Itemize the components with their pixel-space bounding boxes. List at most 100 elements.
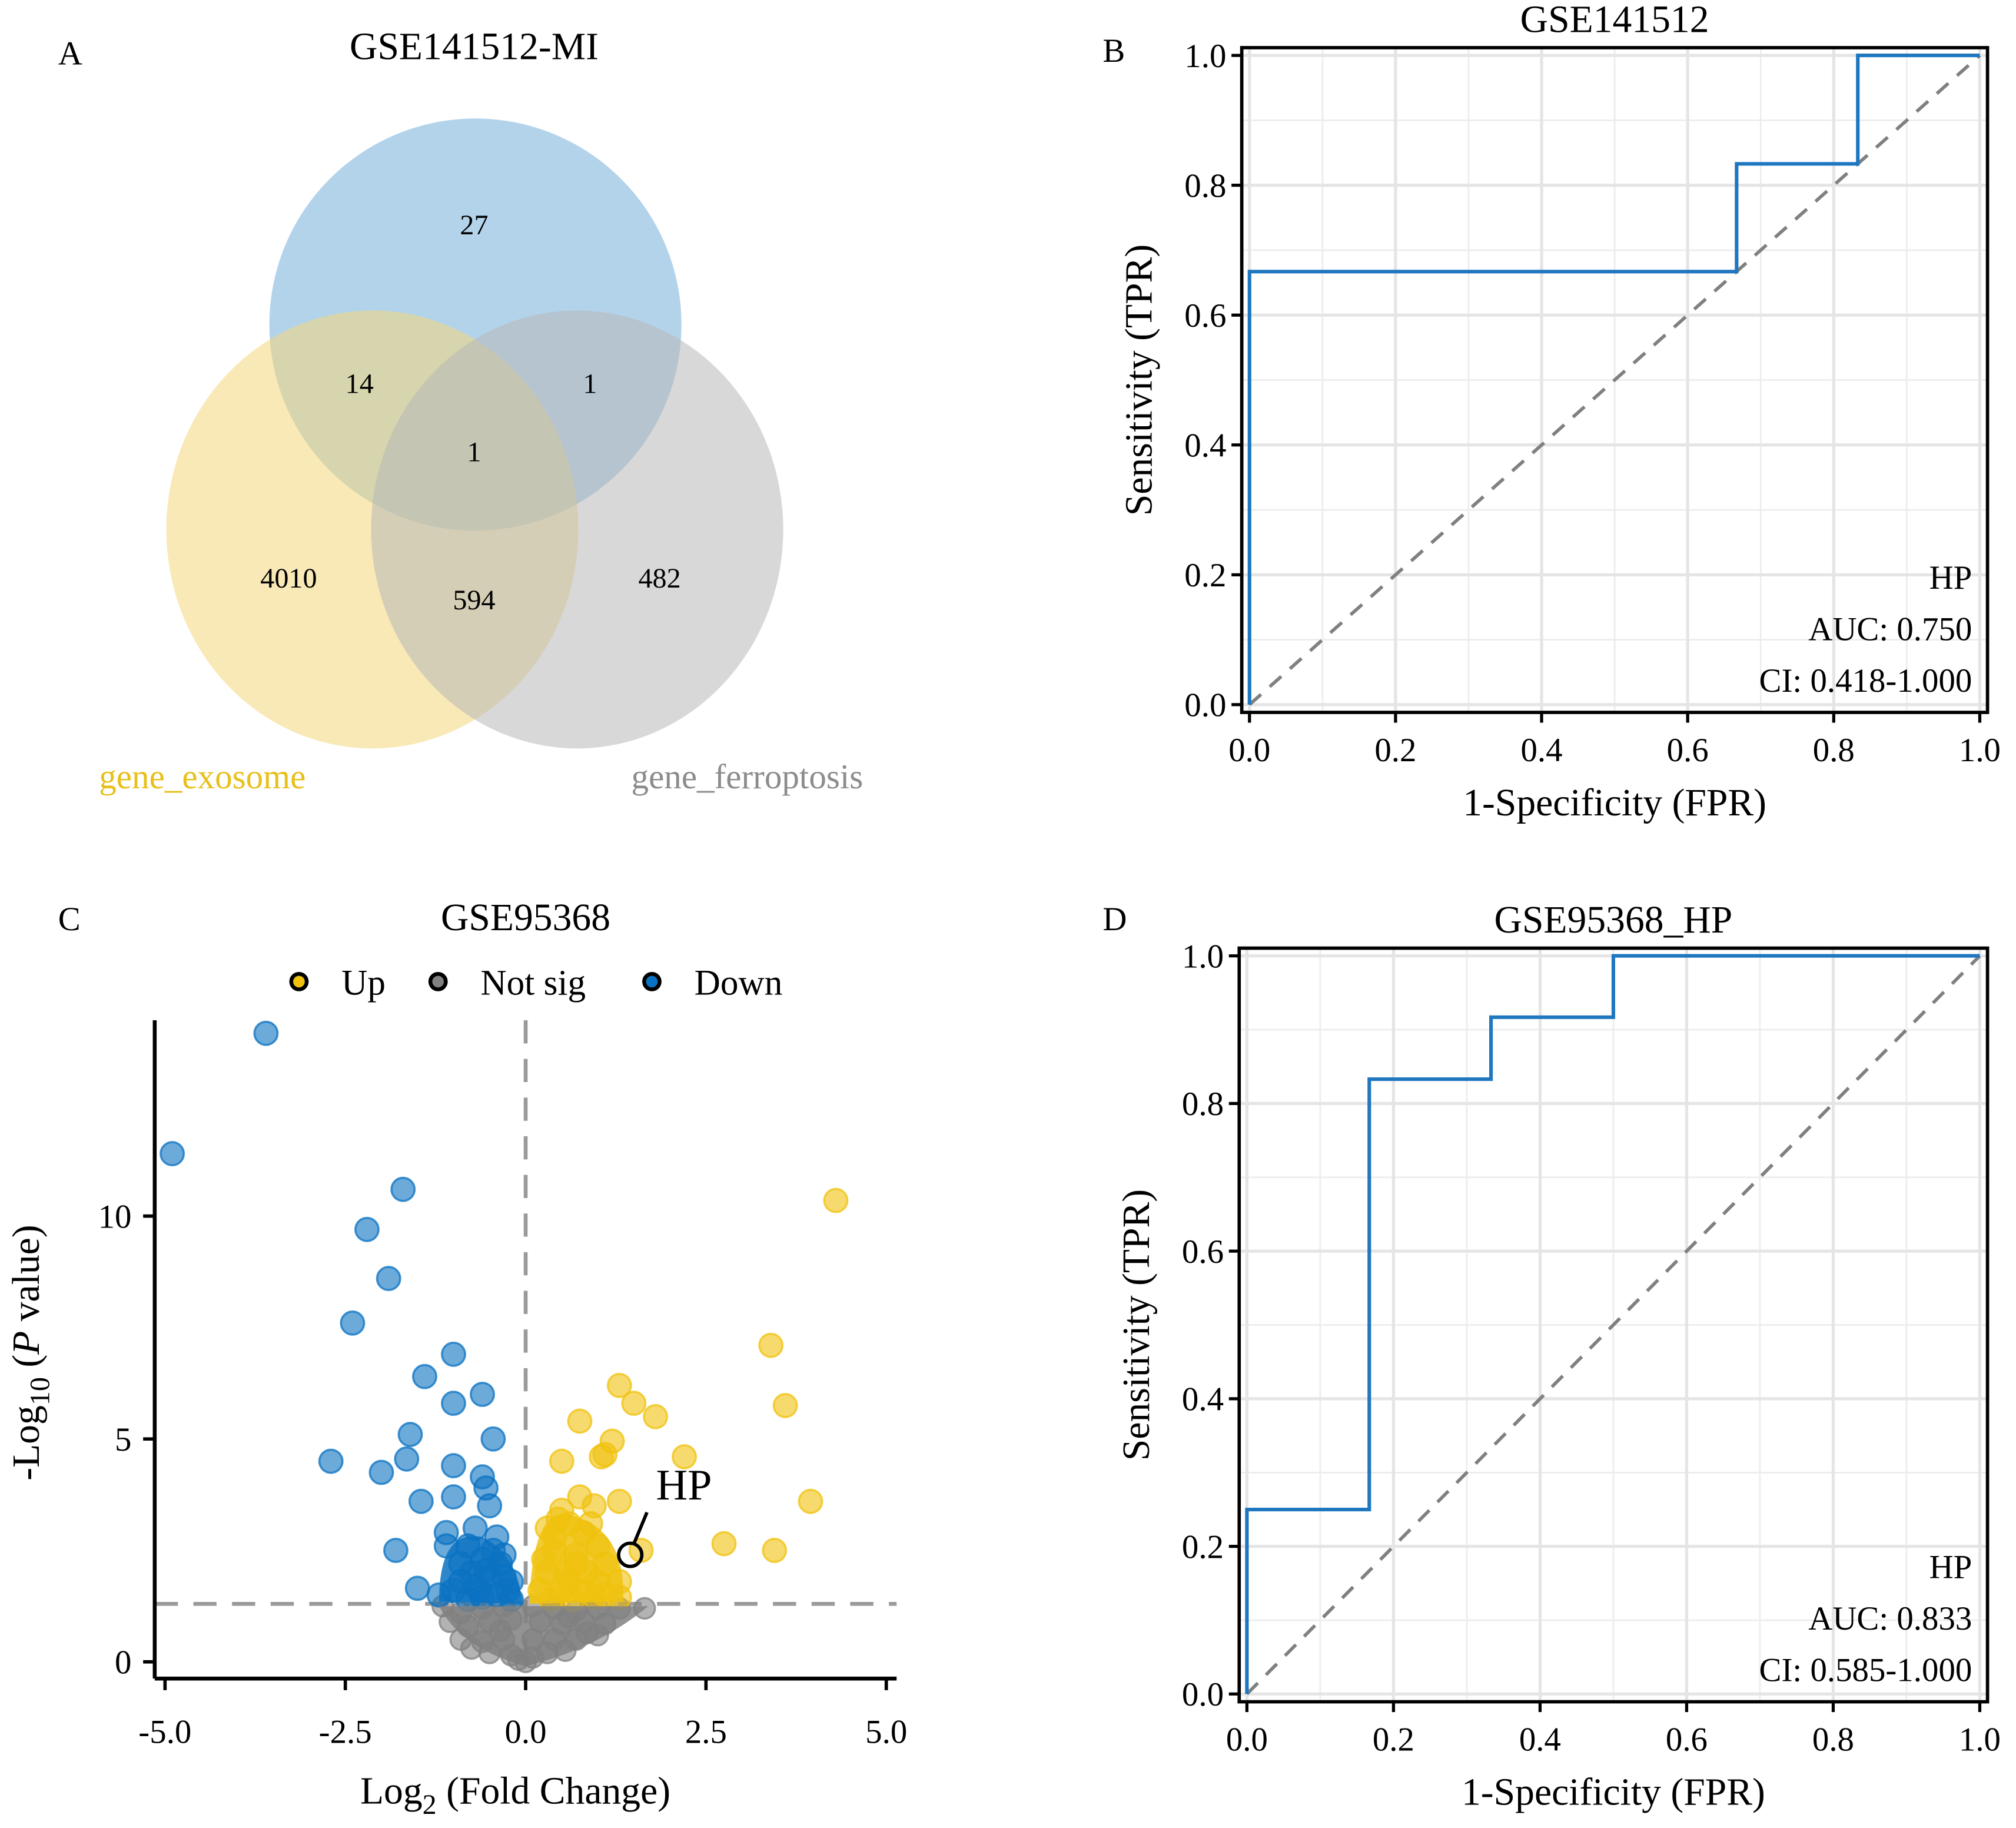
roc-b-roc-curve bbox=[1247, 54, 1980, 705]
volcano-point-down bbox=[480, 1426, 506, 1452]
venn-count-mi-only: 27 bbox=[460, 210, 488, 241]
volcano-point-down bbox=[412, 1363, 437, 1389]
venn-count-exosome-only: 4010 bbox=[260, 563, 317, 594]
roc-d-y-tick-label: 1.0 bbox=[1182, 938, 1224, 975]
volcano-point-down bbox=[340, 1310, 366, 1336]
venn-count-mi-ferroptosis: 1 bbox=[583, 368, 597, 399]
roc-b-x-tick-label: 1.0 bbox=[1959, 732, 2001, 769]
x-axis-title-subscript: 2 bbox=[423, 1789, 437, 1820]
legend-marker-down-icon bbox=[642, 971, 662, 991]
panel-label-d: D bbox=[1102, 901, 1127, 938]
roc-b-x-tick-label: 0.0 bbox=[1228, 732, 1270, 769]
y-axis-title-part: P bbox=[5, 1331, 48, 1355]
venn-circle-gene-ferroptosis bbox=[371, 310, 783, 749]
volcano-point-down bbox=[441, 1341, 466, 1367]
roc-b-x-tick-label: 0.4 bbox=[1521, 732, 1563, 769]
volcano-point-up bbox=[711, 1531, 737, 1557]
volcano-y-tick-label: 0 bbox=[115, 1644, 131, 1681]
roc-d-y-tick-label: 0.6 bbox=[1182, 1233, 1224, 1270]
roc-d-annotation: HP bbox=[1929, 1548, 1972, 1585]
volcano-point-down bbox=[160, 1141, 185, 1167]
roc-d-reference-line bbox=[1246, 954, 1981, 1696]
volcano-point-down bbox=[408, 1488, 434, 1514]
roc-d-title: GSE95368_HP bbox=[1494, 899, 1733, 941]
roc-d-annotation: AUC: 0.833 bbox=[1808, 1600, 1972, 1637]
roc-b-annotation: CI: 0.418-1.000 bbox=[1759, 662, 1972, 699]
volcano-point-up bbox=[621, 1391, 647, 1416]
volcano-point-up bbox=[758, 1332, 784, 1358]
venn-count-exosome-ferroptosis: 594 bbox=[453, 585, 495, 616]
volcano-point-up bbox=[823, 1187, 849, 1213]
volcano-point-down bbox=[441, 1391, 466, 1416]
roc-b-y-tick-label: 1.0 bbox=[1184, 38, 1226, 75]
volcano-up-cluster bbox=[529, 1514, 623, 1604]
volcano-point-up bbox=[762, 1538, 788, 1563]
venn-set-label-gene-ferroptosis: gene_ferroptosis bbox=[632, 757, 863, 796]
volcano-point-up bbox=[606, 1372, 632, 1398]
venn-diagram: GSE141512-MI gene_exosome gene_ferroptos… bbox=[99, 26, 863, 796]
roc-b-y-tick-label: 0.6 bbox=[1184, 297, 1226, 334]
roc-d-x-tick-label: 1.0 bbox=[1959, 1721, 2001, 1759]
roc-b-y-tick-label: 0.4 bbox=[1184, 427, 1226, 464]
volcano-point-up bbox=[549, 1448, 574, 1474]
volcano-x-tick-label: -2.5 bbox=[319, 1714, 372, 1751]
roc-d-x-tick-label: 0.6 bbox=[1666, 1721, 1708, 1759]
y-axis-title-part: ( bbox=[5, 1355, 48, 1377]
volcano-x-tick-label: 0.0 bbox=[504, 1714, 546, 1751]
roc-b-y-tick-label: 0.2 bbox=[1184, 557, 1226, 594]
roc-d-y-tick-label: 0.0 bbox=[1182, 1676, 1224, 1713]
y-axis-title-part: value) bbox=[5, 1225, 48, 1331]
volcano-point-down bbox=[354, 1216, 380, 1242]
volcano-point-down bbox=[394, 1446, 420, 1472]
volcano-point-down bbox=[397, 1422, 423, 1448]
roc-d-annotation: CI: 0.585-1.000 bbox=[1759, 1652, 1972, 1689]
volcano-y-tick-label: 5 bbox=[115, 1421, 131, 1458]
roc-d-roc-curve bbox=[1245, 954, 1980, 1694]
panel-label-b: B bbox=[1102, 32, 1125, 69]
roc-b-title: GSE141512 bbox=[1520, 0, 1709, 41]
volcano-x-tick-label: -5.0 bbox=[138, 1714, 191, 1751]
volcano-point-up bbox=[643, 1404, 669, 1429]
volcano-point-up bbox=[772, 1392, 798, 1418]
venn-count-ferroptosis-only: 482 bbox=[639, 563, 681, 594]
volcano-highlight-hp-leader bbox=[632, 1511, 649, 1544]
volcano-x-tick-label: 2.5 bbox=[685, 1714, 727, 1751]
volcano-point-up bbox=[798, 1488, 823, 1514]
roc-b-y-tick-label: 0.0 bbox=[1184, 687, 1226, 724]
volcano-point-down bbox=[318, 1448, 344, 1474]
roc-d-x-tick-label: 0.4 bbox=[1519, 1721, 1561, 1759]
roc-chart-gse95368-hp: 0.0 0.2 0.4 0.6 0.8 1.0 0.0 0.2 0.4 0.6 0.8 1.0 GSE9… bbox=[1115, 899, 2001, 1813]
panel-label-c: C bbox=[58, 901, 81, 938]
volcano-point-down bbox=[253, 1020, 279, 1046]
y-axis-title-part: 10 bbox=[24, 1377, 55, 1405]
roc-d-x-axis-title: 1-Specificity (FPR) bbox=[1462, 1771, 1765, 1814]
roc-d-y-tick-label: 0.4 bbox=[1182, 1381, 1224, 1418]
x-axis-title-main: Log bbox=[360, 1770, 423, 1812]
roc-b-annotation: HP bbox=[1929, 559, 1972, 596]
volcano-point-down bbox=[383, 1538, 408, 1563]
volcano-point-up bbox=[567, 1408, 593, 1434]
volcano-point-up bbox=[672, 1444, 698, 1469]
y-axis-title-part: -Log bbox=[5, 1405, 48, 1481]
volcano-highlight-hp-point bbox=[617, 1541, 644, 1568]
roc-d-x-tick-label: 0.8 bbox=[1812, 1721, 1854, 1759]
volcano-chart-gse95368: HP -5.0 -2.5 0.0 2.5 5.0 0 5 10 GSE95368 Up Not sig… bbox=[5, 897, 907, 1820]
volcano-y-axis-title: -Log10 (P value) bbox=[5, 1225, 56, 1480]
volcano-title: GSE95368 bbox=[441, 897, 610, 939]
legend-marker-up-icon bbox=[289, 971, 309, 991]
roc-d-x-tick-label: 0.0 bbox=[1226, 1721, 1268, 1759]
roc-b-x-axis-title: 1-Specificity (FPR) bbox=[1463, 782, 1766, 824]
venn-count-mi-exosome: 14 bbox=[346, 368, 374, 399]
volcano-y-tick-label: 10 bbox=[98, 1198, 132, 1235]
volcano-point-down bbox=[404, 1575, 430, 1601]
volcano-point-down bbox=[441, 1453, 466, 1479]
volcano-point-down bbox=[477, 1493, 503, 1519]
volcano-down-cluster bbox=[439, 1536, 522, 1604]
volcano-x-tick-label: 5.0 bbox=[865, 1714, 907, 1751]
volcano-point-up bbox=[592, 1442, 618, 1468]
volcano-point-down bbox=[390, 1176, 416, 1202]
roc-b-x-tick-label: 0.8 bbox=[1813, 732, 1855, 769]
venn-set-label-gene-exosome: gene_exosome bbox=[99, 757, 305, 796]
volcano-point-up bbox=[606, 1488, 632, 1514]
